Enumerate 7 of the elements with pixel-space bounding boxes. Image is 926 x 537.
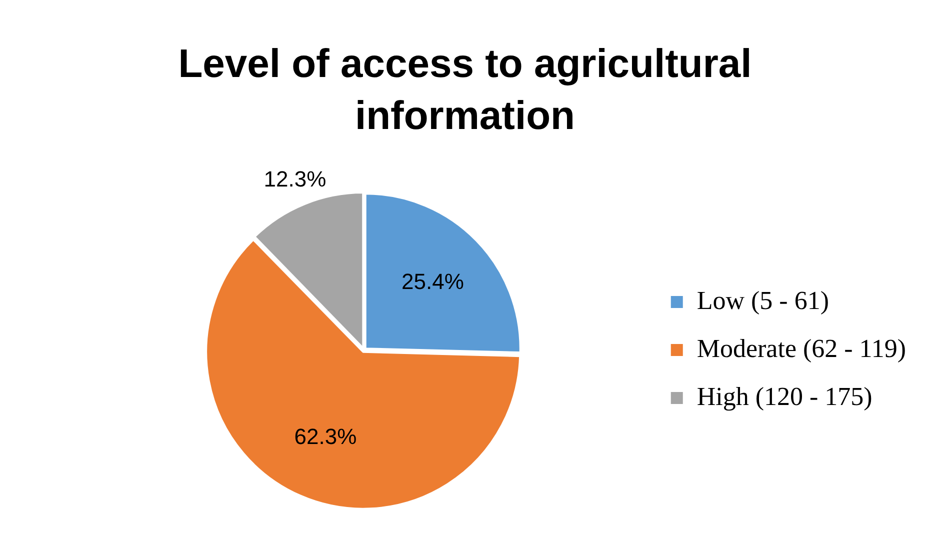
data-label: 62.3% bbox=[294, 424, 357, 450]
chart-title: Level of access to agricultural information bbox=[177, 41, 753, 140]
legend-label: Moderate (62 - 119) bbox=[696, 334, 906, 363]
data-label: 25.4% bbox=[402, 268, 464, 294]
data-label: 12.3% bbox=[264, 166, 326, 192]
legend-label: Low (5 - 61) bbox=[696, 286, 830, 315]
legend-label: High (120 - 175) bbox=[696, 382, 872, 411]
